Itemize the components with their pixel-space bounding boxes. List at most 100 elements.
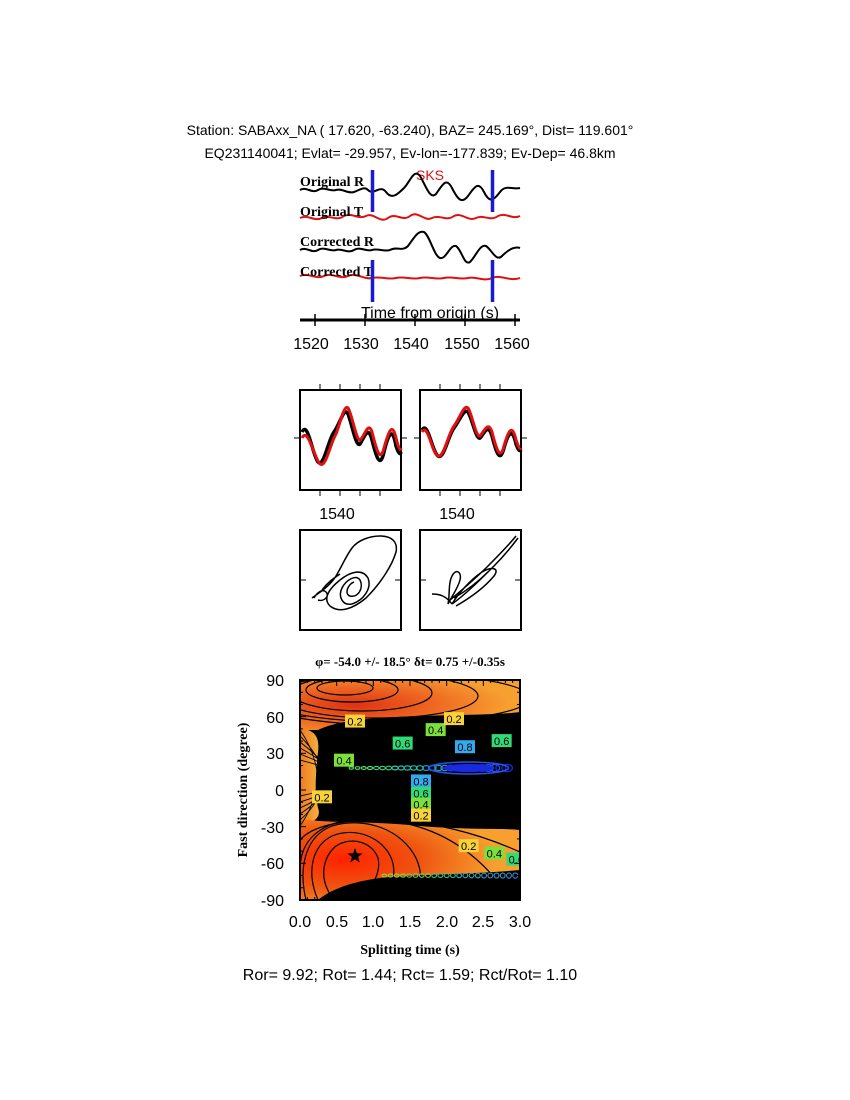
mid-stripe-contour [360,765,367,770]
overlay-box-right [419,389,522,491]
seismogram-panel: SKS Original R Original T Corrected R Co… [293,167,530,353]
particle-motion-left [299,529,402,631]
particle-motion-right [419,529,522,631]
contour-label-box [411,774,431,788]
contour-label: 0.8 [411,774,431,788]
y-tick-label-60: 60 [266,710,284,727]
best-fit-marker-group [347,848,363,863]
contour-label-text: 0.4 [487,849,502,861]
low-stripe-contour [493,872,500,879]
contour-label: 0.6 [506,852,524,867]
trace-label-corrected-t: Corrected T [300,265,374,280]
low-stripe-contour [400,873,406,878]
x-tick-label-2.0: 2.0 [436,914,458,931]
low-stripe-contour [412,873,419,878]
overlay-box-left [299,389,402,491]
phase-label: SKS [416,167,444,183]
trace-original-t [299,213,521,221]
contour-label: 0.8 [455,740,475,754]
y-tick-label-neg30: -30 [261,820,284,837]
low-stripe-contour [474,872,481,879]
overlay-left-tick-label: 1540 [319,506,355,523]
contour-label-box [484,846,505,860]
mid-stripe-contour [421,764,431,771]
contour-label: 0.4 [484,846,505,861]
time-tick-label-1540: 1540 [393,336,429,353]
low-stripe-contour [443,873,450,879]
low-stripe-contour [406,873,413,878]
contour-label-text: 0.4 [428,725,443,737]
low-stripe-contour [499,872,506,879]
low-stripe-contour [387,873,394,878]
map-surface: 0.20.40.20.6 0.80.60.40.20.80.60.40.20.20… [300,680,524,900]
mid-stripe-contour [434,764,444,772]
contour-labels: 0.20.40.20.6 0.80.60.40.20.80.60.40.20.20… [312,712,524,867]
map-title: φ= -54.0 +/- 18.5° δt= 0.75 +/-0.35s [315,654,505,669]
overlay-panel-left: 1540 [294,384,407,523]
contour-label-box [411,786,431,800]
overlay-right-tick-label: 1540 [439,506,475,523]
contour-label-box [312,790,332,804]
low-stripe-contour [456,872,463,879]
contour-label-text: 0.6 [395,739,410,751]
ratio-summary: Ror= 9.92; Rot= 1.44; Rct= 1.59; Rct/Rot… [243,967,578,984]
low-stripe-contour [381,873,388,878]
contour-label: 0.4 [334,753,354,768]
time-axis-ticks [314,314,516,326]
low-stripe-contour [487,872,494,879]
contour-label-text: 0.2 [413,811,428,823]
contour-label-box [411,797,431,811]
y-tick-label-30: 30 [266,746,284,763]
contour-label-box [491,734,512,748]
x-tick-label-0.5: 0.5 [326,914,348,931]
map-y-axis-label: Fast direction (degree) [236,722,251,857]
contour-label-text: 0.4 [336,756,351,768]
contour-label: 0.4 [425,723,446,737]
particle-motion-box-right [419,529,522,631]
particle-motion-right-path [431,535,519,607]
trace-label-original-t: Original T [300,205,364,220]
contour-label-text: 0.8 [457,742,472,754]
low-stripe-contour [468,872,475,879]
map-fill-bottom-band [300,818,520,900]
contour-label-text: 0.2 [314,792,329,804]
contour-label-box [425,723,446,737]
event-line: EQ231140041; Evlat= -29.957, Ev-lon=-177… [204,145,615,161]
mid-stripe-contour [415,765,425,771]
overlay-left-ticks [294,384,407,496]
mid-stripe-contours [348,761,513,775]
overlay-left-slow-wave [300,406,403,466]
low-stripe-contour [462,872,469,879]
trace-label-original-r: Original R [300,175,365,190]
contour-label-text: 0.2 [446,714,461,726]
x-tick-label-1.0: 1.0 [362,914,384,931]
y-tick-label-90: 90 [266,673,284,690]
contour-label: 0.2 [312,790,332,804]
contour-label-text: 0.2 [347,717,362,729]
best-fit-star-icon [347,848,363,863]
map-axis-ticks [299,679,521,901]
contour-label-box [411,808,431,822]
low-stripe-contour [425,873,431,878]
mid-stripe-contour [501,763,513,773]
low-stripe-contour [418,873,425,878]
contour-label-text: 0.6 [509,855,524,867]
mid-stripe-contour [348,766,355,770]
overlay-left-fast-wave [300,410,403,465]
contour-label: 0.2 [411,808,431,823]
station-line: Station: SABAxx_NA ( 17.620, -63.240), B… [187,122,634,138]
x-tick-label-3.0: 3.0 [509,914,531,931]
particle-motion-left-path [311,535,398,611]
contour-label: 0.6 [392,736,413,751]
contour-label-box [455,740,475,754]
contour-label-box [345,714,365,728]
energy-map: φ= -54.0 +/- 18.5° δt= 0.75 +/-0.35s [236,654,531,958]
mid-stripe-contour [372,765,380,771]
energy-maximum-ring [427,761,510,775]
contour-label: 0.2 [444,712,464,726]
low-stripe-contour [393,873,400,878]
contour-label-box [334,753,354,767]
low-stripe-contour [481,872,488,879]
contour-label-text: 0.6 [494,736,509,748]
